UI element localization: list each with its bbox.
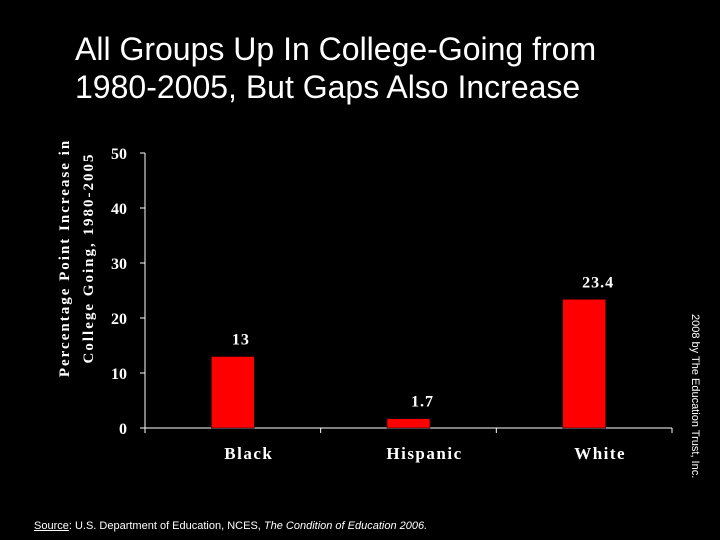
source-note: Source: U.S. Department of Education, NC… [34,520,427,532]
slide-title: All Groups Up In College-Going from 1980… [75,30,695,106]
y-axis-label: Percentage Point Increase in College Goi… [57,139,97,377]
data-label-black: 13 [232,332,250,349]
title-line-1: All Groups Up In College-Going from [75,31,597,67]
source-label: Source [34,520,69,532]
y-axis-label-line-1: Percentage Point Increase in [57,139,73,377]
y-tick-label: 10 [111,366,127,383]
copyright-text: 2008 by The Education Trust, Inc. [689,314,701,479]
category-label-white: White [574,444,626,463]
bar-black [211,356,255,429]
source-text: : U.S. Department of Education, NCES, [68,520,264,532]
bar-hispanic [386,418,431,429]
category-label-hispanic: Hispanic [386,444,462,463]
category-label-black: Black [224,444,273,463]
data-label-white: 23.4 [582,274,614,291]
y-axis-label-line-2: College Going, 1980-2005 [81,153,97,364]
chart-bars [211,299,606,429]
y-tick-label: 20 [111,311,127,328]
y-tick-label: 40 [111,201,127,218]
bar-white [562,299,606,429]
y-tick-label: 30 [111,256,127,273]
y-axis-ticks: 0 10 20 30 40 50 [111,146,673,438]
title-line-2: 1980-2005, But Gaps Also Increase [75,69,581,105]
y-tick-label: 50 [111,146,127,163]
source-publication: The Condition of Education 2006. [263,520,428,532]
data-label-hispanic: 1.7 [411,394,434,411]
chart-labels: 13 Black 1.7 Hispanic 23.4 White [224,274,626,463]
y-tick-label: 0 [119,421,127,438]
